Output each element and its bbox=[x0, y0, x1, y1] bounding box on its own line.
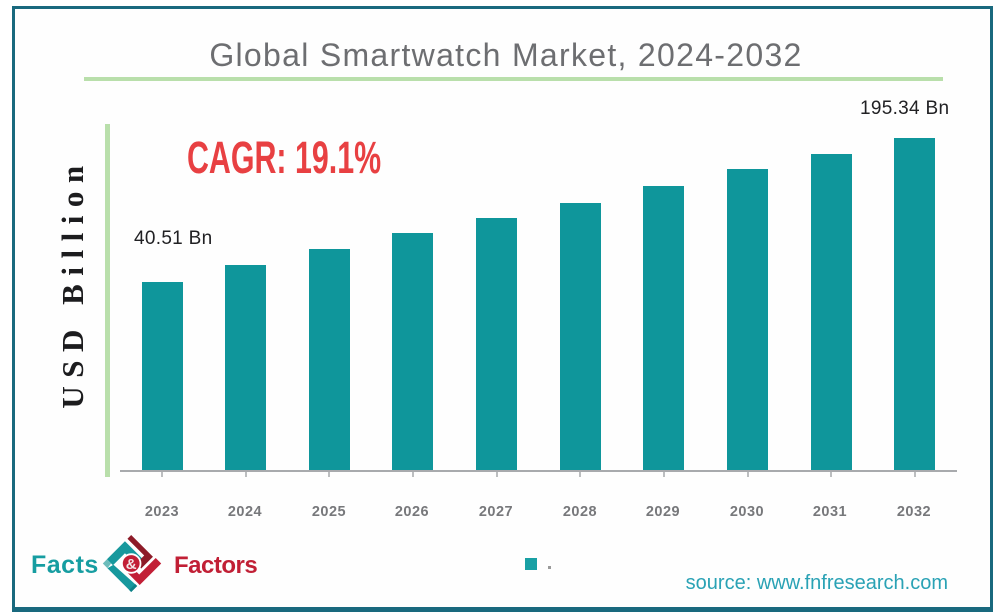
svg-text:Facts: Facts bbox=[31, 551, 99, 579]
svg-text:Factors: Factors bbox=[174, 552, 257, 579]
svg-text:&: & bbox=[126, 556, 137, 573]
